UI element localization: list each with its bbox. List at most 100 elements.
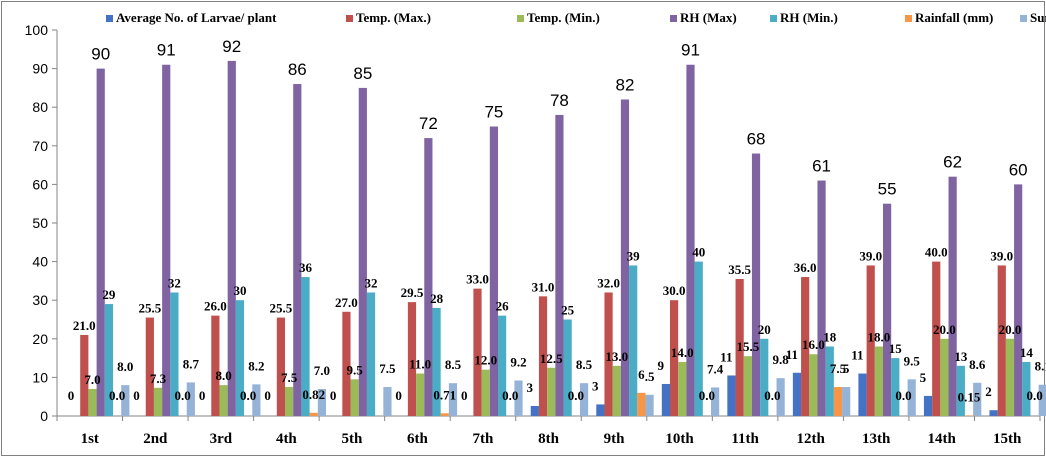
bar [956, 365, 965, 416]
data-label: 9.5 [904, 353, 921, 368]
data-label: 14 [1020, 345, 1034, 360]
x-tick-label: 14th [928, 431, 957, 447]
bar [440, 413, 449, 416]
data-label: 11 [851, 348, 863, 363]
bar [809, 354, 818, 416]
bar [563, 319, 572, 416]
bar [694, 261, 703, 416]
data-label: 0.0 [502, 388, 518, 403]
data-label: 30.0 [663, 283, 686, 298]
x-tick-label: 13th [862, 431, 891, 447]
y-tick-label: 0 [40, 408, 48, 424]
x-tick-label: 8th [538, 431, 559, 447]
x-tick-label: 10th [665, 431, 694, 447]
bar [481, 369, 490, 416]
bar [801, 277, 810, 416]
bar [407, 302, 417, 416]
bar [629, 265, 638, 416]
data-label: 0 [461, 388, 468, 403]
x-tick-label: 3rd [210, 431, 233, 447]
data-label: 0.0 [568, 388, 584, 403]
bar [448, 383, 458, 416]
y-tick-label: 40 [32, 254, 48, 270]
data-label: 9.8 [773, 352, 790, 367]
bar [612, 365, 621, 416]
data-label: 18 [823, 330, 837, 345]
bar [1022, 361, 1031, 416]
bar [555, 114, 564, 417]
bar [973, 382, 982, 416]
bar [211, 315, 220, 416]
data-label: 8.0 [215, 368, 231, 383]
bar [538, 296, 548, 416]
data-label: 13.0 [605, 349, 628, 364]
data-label: 0 [199, 388, 206, 403]
data-label: 14.0 [671, 345, 694, 360]
data-label: 90 [91, 45, 110, 64]
bar [661, 383, 670, 416]
bar [121, 385, 130, 416]
data-label: 7.3 [150, 371, 167, 386]
data-label: 86 [288, 60, 307, 79]
bar [735, 278, 744, 416]
data-label: 39.0 [859, 248, 882, 263]
y-tick-label: 100 [25, 22, 49, 38]
data-label: 40.0 [925, 245, 948, 260]
bar [186, 382, 195, 416]
data-label: 32 [365, 275, 378, 290]
bars [80, 60, 1046, 417]
legend: Average No. of Larvae/ plant Temp. (Max.)… [106, 10, 1046, 25]
bar [424, 138, 433, 416]
bar [104, 304, 113, 416]
data-label: 0.0 [764, 388, 780, 403]
y-tick-label: 20 [32, 331, 48, 347]
data-label: 30 [233, 283, 246, 298]
data-label: 8.2 [248, 358, 264, 373]
data-label: 11 [720, 349, 732, 364]
legend-swatch [770, 15, 777, 22]
data-label: .5 [645, 369, 655, 384]
data-label: 31.0 [532, 279, 555, 294]
data-label: 0.0 [240, 388, 256, 403]
bar [907, 379, 916, 416]
bar [678, 361, 687, 416]
data-label: 91 [157, 41, 176, 60]
data-label: 0.15 [958, 389, 981, 404]
data-label: 5 [843, 361, 850, 376]
bar [547, 367, 556, 416]
data-label: 0 [264, 388, 271, 403]
data-label: 12.5 [540, 351, 563, 366]
bar [940, 338, 949, 416]
bar [342, 311, 351, 416]
bar [293, 84, 302, 416]
data-label: 82 [616, 75, 635, 94]
bar [989, 410, 998, 416]
bar [997, 265, 1006, 416]
bar [858, 373, 867, 416]
data-label: 7.5 [830, 361, 847, 376]
data-label: 68 [747, 130, 766, 149]
data-label: 0.0 [895, 388, 911, 403]
data-label: 15 [889, 341, 903, 356]
x-tick-label: 12th [796, 431, 825, 447]
data-label: 12.0 [474, 353, 497, 368]
x-tick-label: 5th [341, 431, 362, 447]
data-label: 39.0 [990, 248, 1013, 263]
bar [416, 373, 425, 416]
data-label: 9.2 [510, 354, 526, 369]
bar [891, 358, 900, 416]
bar [227, 60, 236, 416]
bar [514, 380, 523, 416]
bar [317, 388, 326, 416]
x-tick-label: 7th [473, 431, 494, 447]
data-label: 11.0 [409, 357, 431, 372]
data-label: 92 [222, 37, 241, 56]
legend-swatch [1020, 15, 1027, 22]
bar [170, 292, 179, 416]
data-label: 33.0 [466, 272, 489, 287]
x-tick-label: 1st [81, 431, 99, 447]
data-label: 18.0 [868, 330, 891, 345]
bar [825, 346, 834, 416]
legend-label: Temp. (Max.) [356, 10, 431, 25]
